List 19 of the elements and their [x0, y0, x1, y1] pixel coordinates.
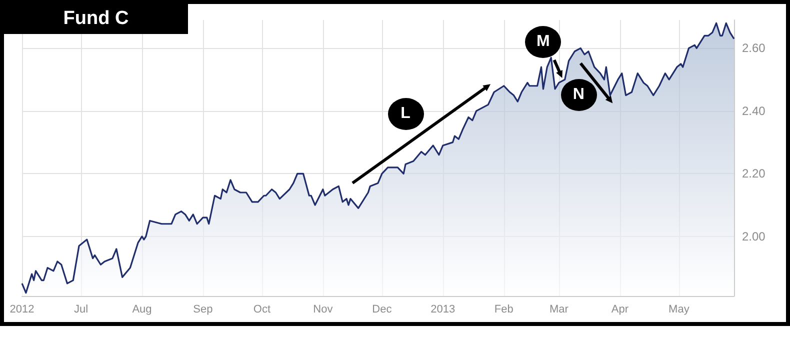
- annotation: M: [525, 26, 562, 58]
- x-tick-label: Sep: [193, 304, 213, 316]
- x-tick-label: May: [668, 304, 690, 316]
- x-tick-label: 2012: [10, 304, 34, 316]
- x-tick-label: Feb: [494, 304, 514, 316]
- x-tick-label: 2013: [430, 304, 456, 316]
- x-tick-label: Apr: [611, 304, 629, 316]
- x-tick-label: Nov: [313, 304, 334, 316]
- y-tick-label: 2.40: [742, 104, 766, 118]
- annotation: L: [388, 98, 424, 130]
- x-tick-label: Dec: [372, 304, 392, 316]
- x-tick-label: Aug: [132, 304, 152, 316]
- x-tick-label: Oct: [253, 304, 271, 316]
- y-tick-label: 2.00: [742, 229, 766, 244]
- y-tick-label: 2.60: [742, 41, 766, 56]
- y-tick-label: 2.20: [742, 166, 766, 181]
- annotation: N: [560, 79, 597, 112]
- x-tick-label: Jul: [74, 304, 88, 316]
- x-tick-label: Mar: [549, 304, 569, 316]
